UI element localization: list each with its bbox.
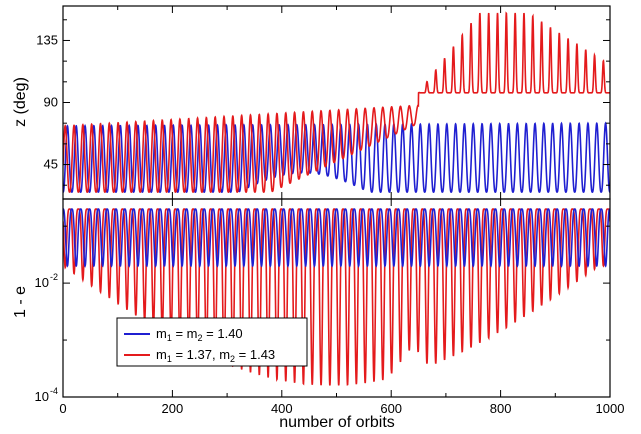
z-panel: 45 90 135	[36, 5, 611, 200]
series-line-e-equal-mass	[63, 208, 610, 268]
bottom-ytick-label: 10	[35, 275, 49, 290]
series-line-z-equal-mass	[63, 121, 610, 193]
z-series-group	[63, 11, 610, 193]
xtick-label: 600	[380, 401, 402, 416]
xlabel: number of orbits	[279, 414, 395, 431]
bottom-ylabel: 1 - e	[12, 286, 29, 318]
legend: m1 = m2 = 1.40 m1 = 1.37, m2 = 1.43	[116, 317, 308, 367]
series-line-z-unequal-mass	[63, 11, 610, 193]
xtick-label: 800	[490, 401, 512, 416]
top-ytick-label: 135	[36, 32, 58, 47]
xtick-label: 400	[271, 401, 293, 416]
top-ytick-label: 90	[44, 95, 58, 110]
bottom-ytick-label: 10	[35, 389, 49, 404]
bottom-ytick-exponent: -2	[50, 272, 58, 282]
xtick-label: 200	[162, 401, 184, 416]
series-line-e-unequal-mass	[63, 208, 610, 386]
legend-label: m1 = 1.37, m2 = 1.43	[156, 347, 275, 364]
bottom-ytick-exponent: -4	[50, 386, 58, 396]
legend-label: m1 = m2 = 1.40	[156, 326, 243, 343]
top-ytick-label: 45	[44, 157, 58, 172]
xtick-label: 0	[59, 401, 66, 416]
legend-box	[116, 317, 308, 367]
top-ylabel: z (deg)	[12, 77, 29, 127]
xtick-label: 1000	[596, 401, 625, 416]
e-series-group	[63, 208, 610, 386]
